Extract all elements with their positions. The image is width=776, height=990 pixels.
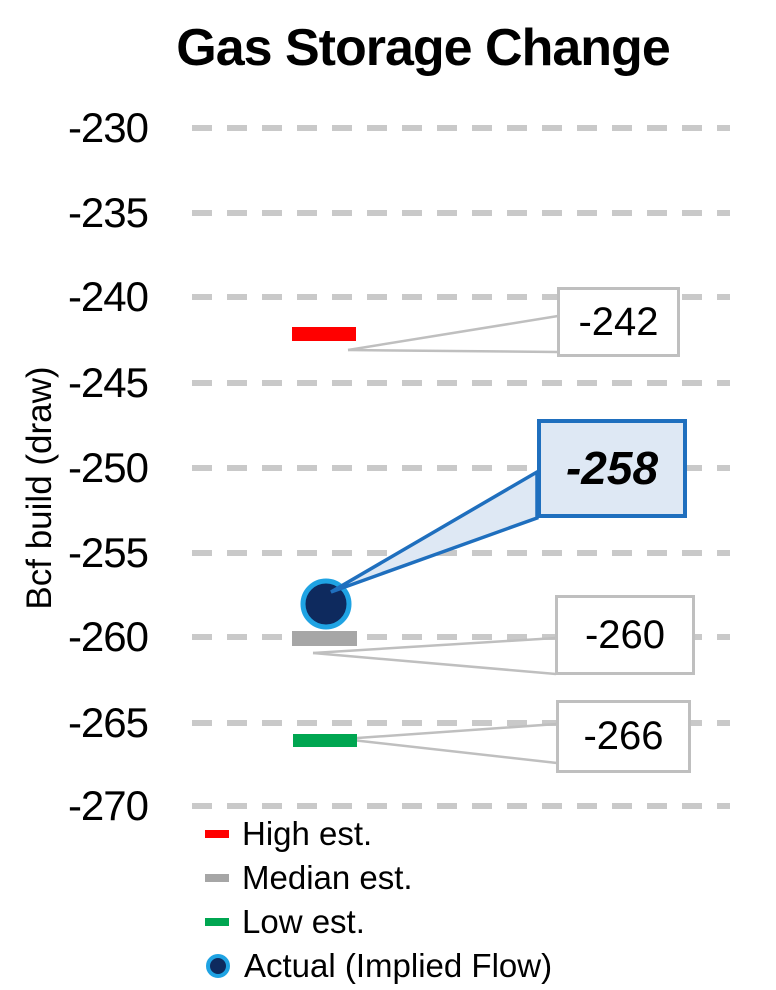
legend-item-actual: Actual (Implied Flow): [205, 944, 552, 988]
gridlines: [192, 125, 730, 809]
chart-title: Gas Storage Change: [176, 19, 670, 77]
leader-median-lower: [312, 651, 557, 676]
y-tick--245: -245: [67, 359, 149, 406]
leader-low-lower: [342, 737, 558, 765]
y-tick--255: -255: [67, 529, 149, 576]
legend-label-actual: Actual (Implied Flow): [244, 947, 553, 984]
legend-item-high: High est.: [205, 812, 552, 856]
median-estimate-legend-dash-icon: [205, 873, 229, 883]
high-estimate-legend-dash-icon: [205, 829, 229, 839]
leader-high-upper: [347, 314, 559, 352]
actual-callout-pointer: [330, 468, 539, 594]
legend-label-low: Low est.: [242, 903, 365, 940]
y-tick--235: -235: [67, 189, 149, 236]
low-estimate-legend-dash-icon: [205, 917, 229, 927]
legend-item-low: Low est.: [205, 900, 552, 944]
callout-actual: -258: [537, 419, 687, 518]
legend-label-median: Median est.: [242, 859, 413, 896]
legend: High est. Median est. Low est. Actual (I…: [205, 812, 552, 988]
y-tick--270: -270: [67, 782, 149, 829]
leader-median-upper: [312, 636, 557, 655]
y-tick--240: -240: [67, 273, 149, 320]
median-estimate-dash: [292, 631, 357, 646]
y-tick--260: -260: [67, 613, 149, 660]
callout-median-estimate: -260: [555, 595, 695, 675]
high-estimate-dash: [292, 327, 356, 341]
low-estimate-dash: [293, 734, 357, 747]
actual-point: [300, 578, 352, 630]
callout-low-estimate: -266: [556, 700, 691, 773]
y-tick--230: -230: [67, 104, 149, 151]
leader-high-lower: [347, 348, 559, 354]
leader-low-upper: [342, 722, 558, 741]
callout-leader-lines: [312, 314, 559, 765]
actual-legend-circle-icon: [205, 953, 231, 979]
legend-label-high: High est.: [242, 815, 373, 852]
y-tick--265: -265: [67, 699, 149, 746]
legend-item-median: Median est.: [205, 856, 552, 900]
callout-high-estimate: -242: [557, 287, 680, 357]
y-tick--250: -250: [67, 444, 149, 491]
